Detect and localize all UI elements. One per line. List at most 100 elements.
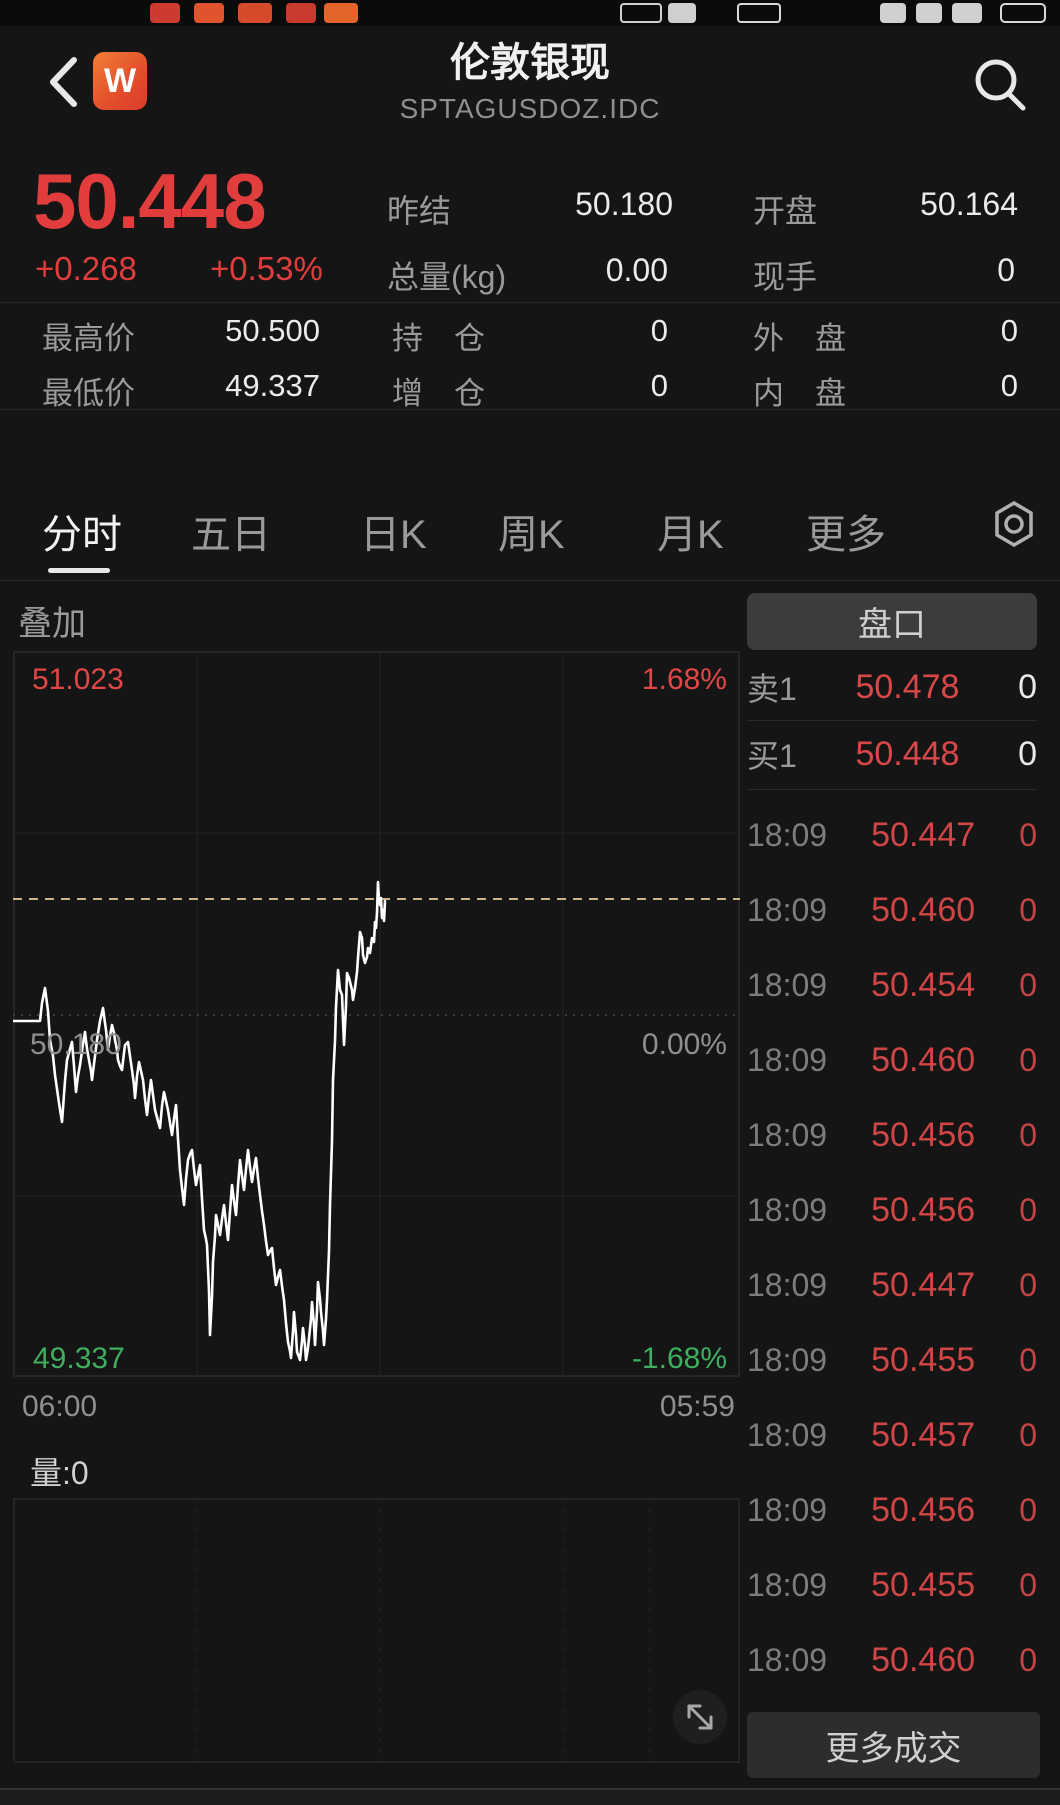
- trade-time: 18:09: [747, 892, 828, 928]
- trade-volume: 0: [1019, 967, 1037, 1003]
- trade-volume: 0: [1019, 1642, 1037, 1678]
- volume-chart: [13, 1498, 740, 1763]
- app-badge-w[interactable]: W: [93, 52, 147, 110]
- trade-volume: 0: [1019, 1342, 1037, 1378]
- trade-time: 18:09: [747, 1567, 828, 1603]
- divider: [0, 302, 1060, 303]
- tab-daily-k[interactable]: 日K: [360, 513, 427, 557]
- inner-disc-label: 内 盘: [753, 376, 846, 411]
- trade-price: 50.447: [871, 1266, 976, 1304]
- chart-settings-icon[interactable]: [993, 500, 1035, 548]
- active-tab-underline: [48, 568, 110, 573]
- order-book-button[interactable]: 盘口: [747, 593, 1037, 650]
- low-value: 49.337: [225, 368, 320, 403]
- total-volume-value: 0.00: [605, 252, 668, 288]
- oi-change-value: 0: [650, 368, 668, 403]
- price-line: [13, 880, 387, 1362]
- chart-max-pct: 1.68%: [641, 663, 727, 696]
- tab-monthly-k[interactable]: 月K: [657, 513, 724, 557]
- trade-volume: 0: [1019, 1042, 1037, 1078]
- battery-icon: [1000, 3, 1046, 23]
- trade-row: 18:09 50.460 0: [747, 1023, 1037, 1098]
- trade-time: 18:09: [747, 1492, 828, 1528]
- trade-time: 18:09: [747, 1267, 828, 1303]
- notification-icon: [238, 3, 272, 23]
- expand-chart-icon[interactable]: [672, 1689, 728, 1745]
- intraday-chart[interactable]: [13, 651, 740, 1377]
- outer-disc-value: 0: [1000, 313, 1018, 348]
- trade-price: 50.447: [871, 816, 976, 854]
- signal-icon: [880, 3, 906, 23]
- status-bar: [0, 0, 1060, 26]
- prev-close-label: 昨结: [387, 193, 452, 229]
- overlay-button[interactable]: 叠加: [18, 605, 86, 643]
- bid-label: 买1: [747, 738, 797, 774]
- volume-indicator-label: 量:0: [30, 1455, 89, 1491]
- trade-volume: 0: [1019, 1192, 1037, 1228]
- trade-row: 18:09 50.456 0: [747, 1473, 1037, 1548]
- trade-volume: 0: [1019, 1267, 1037, 1303]
- tab-more[interactable]: 更多: [806, 513, 886, 557]
- trade-row: 18:09 50.455 0: [747, 1548, 1037, 1623]
- low-label: 最低价: [42, 376, 135, 411]
- trade-price: 50.460: [871, 1641, 976, 1679]
- price-change-pct: +0.53%: [210, 250, 323, 287]
- trade-volume: 0: [1019, 892, 1037, 928]
- trade-price: 50.460: [871, 1041, 976, 1079]
- chart-mid-price: 50.180: [30, 1028, 122, 1061]
- trade-volume: 0: [1019, 1492, 1037, 1528]
- trade-volume: 0: [1019, 1417, 1037, 1453]
- divider: [0, 580, 1060, 581]
- trade-time: 18:09: [747, 1342, 828, 1378]
- open-label: 开盘: [753, 193, 818, 229]
- notification-icon: [150, 3, 180, 23]
- current-hand-value: 0: [997, 252, 1015, 288]
- trade-price: 50.454: [871, 966, 976, 1004]
- outer-disc-label: 外 盘: [753, 321, 846, 356]
- trade-row: 18:09 50.456 0: [747, 1173, 1037, 1248]
- ask-price: 50.478: [855, 667, 960, 706]
- more-trades-button[interactable]: 更多成交: [747, 1712, 1040, 1778]
- chart-min-pct: -1.68%: [631, 1342, 727, 1375]
- status-icon: [620, 3, 662, 23]
- back-button[interactable]: [46, 55, 80, 109]
- trade-price: 50.460: [871, 891, 976, 929]
- tab-five-day[interactable]: 五日: [191, 513, 271, 557]
- trade-time: 18:09: [747, 1042, 828, 1078]
- trade-price: 50.456: [871, 1191, 976, 1229]
- bottom-strip: [0, 1790, 1060, 1805]
- trade-volume: 0: [1019, 1567, 1037, 1603]
- trade-time: 18:09: [747, 1117, 828, 1153]
- chart-border: [13, 651, 740, 1377]
- last-price: 50.448: [33, 157, 267, 245]
- search-icon[interactable]: [968, 54, 1034, 116]
- status-icon: [668, 3, 696, 23]
- trade-time: 18:09: [747, 1417, 828, 1453]
- trade-volume: 0: [1019, 817, 1037, 853]
- inner-disc-value: 0: [1000, 368, 1018, 403]
- chart-min-price: 49.337: [33, 1342, 125, 1375]
- trade-time: 18:09: [747, 1192, 828, 1228]
- network-icon: [952, 3, 982, 23]
- chart-max-price: 51.023: [32, 663, 124, 696]
- bid-volume: 0: [1018, 734, 1037, 773]
- notification-icon: [194, 3, 224, 23]
- ask-row: 卖1 50.478 0: [747, 655, 1037, 719]
- trade-row: 18:09 50.447 0: [747, 798, 1037, 873]
- trade-price: 50.456: [871, 1116, 976, 1154]
- prev-close-value: 50.180: [575, 186, 673, 222]
- oi-change-label: 增 仓: [392, 376, 485, 411]
- tab-weekly-k[interactable]: 周K: [498, 513, 565, 557]
- trade-row: 18:09 50.460 0: [747, 1623, 1037, 1698]
- trade-row: 18:09 50.454 0: [747, 948, 1037, 1023]
- open-interest-label: 持 仓: [392, 321, 485, 356]
- open-value: 50.164: [920, 186, 1018, 222]
- status-icon: [737, 3, 781, 23]
- trade-row: 18:09 50.447 0: [747, 1248, 1037, 1323]
- high-label: 最高价: [42, 321, 135, 356]
- ask-label: 卖1: [747, 671, 797, 707]
- trade-row: 18:09 50.457 0: [747, 1398, 1037, 1473]
- tab-intraday[interactable]: 分时: [42, 513, 122, 557]
- divider: [0, 409, 1060, 410]
